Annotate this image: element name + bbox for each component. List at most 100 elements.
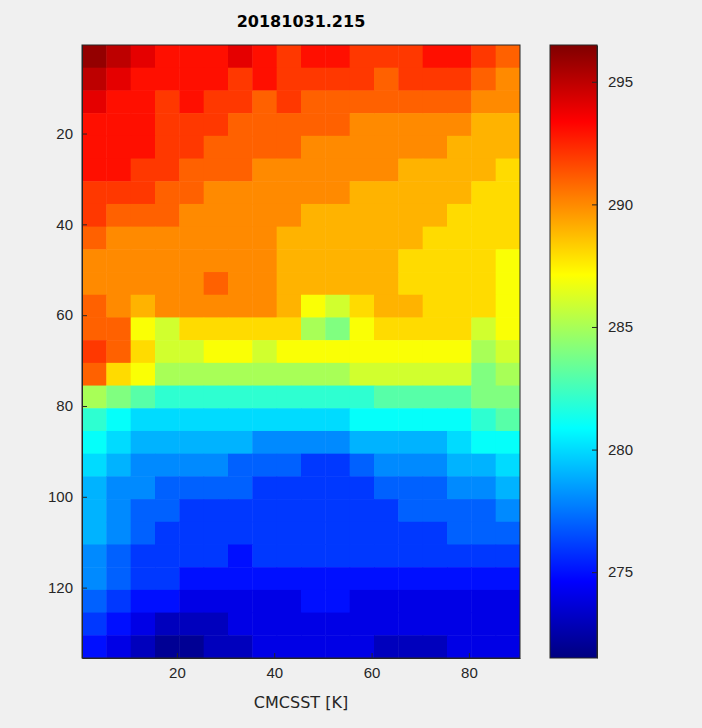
tick-mark bbox=[82, 406, 87, 407]
cell bbox=[301, 159, 326, 182]
cell bbox=[350, 454, 375, 477]
cell bbox=[155, 408, 180, 431]
cell bbox=[252, 522, 277, 545]
cell bbox=[252, 408, 277, 431]
cell bbox=[131, 317, 156, 340]
axis-line bbox=[83, 658, 521, 659]
tick-label: 285 bbox=[608, 318, 633, 335]
cell bbox=[179, 522, 204, 545]
cell bbox=[252, 340, 277, 363]
tick: 290 bbox=[592, 196, 633, 213]
tick: 80 bbox=[56, 397, 87, 414]
cell bbox=[155, 499, 180, 522]
cell bbox=[228, 613, 253, 636]
cell bbox=[471, 386, 496, 409]
cell bbox=[301, 113, 326, 136]
cell bbox=[471, 90, 496, 113]
tick: 80 bbox=[461, 653, 478, 681]
cell bbox=[496, 249, 520, 272]
cell bbox=[82, 635, 107, 658]
cell bbox=[106, 590, 131, 613]
cell bbox=[106, 408, 131, 431]
cell bbox=[374, 136, 399, 159]
cell bbox=[106, 635, 131, 658]
cell bbox=[398, 45, 423, 68]
cell bbox=[179, 204, 204, 227]
cell bbox=[398, 522, 423, 545]
cell bbox=[252, 317, 277, 340]
cell bbox=[179, 136, 204, 159]
cell bbox=[228, 113, 253, 136]
cell bbox=[350, 635, 375, 658]
cell bbox=[106, 204, 131, 227]
cell bbox=[423, 136, 448, 159]
cell bbox=[350, 522, 375, 545]
cell bbox=[325, 431, 350, 454]
cell bbox=[252, 204, 277, 227]
cell bbox=[374, 317, 399, 340]
cell bbox=[106, 113, 131, 136]
cell bbox=[447, 159, 472, 182]
cell bbox=[252, 613, 277, 636]
cell bbox=[155, 386, 180, 409]
cell bbox=[252, 476, 277, 499]
cell bbox=[496, 136, 520, 159]
cell bbox=[179, 363, 204, 386]
cell bbox=[423, 68, 448, 91]
tick-mark bbox=[592, 572, 597, 573]
cell bbox=[252, 90, 277, 113]
cell bbox=[423, 113, 448, 136]
cell bbox=[228, 272, 253, 295]
cell bbox=[277, 590, 302, 613]
cell bbox=[447, 408, 472, 431]
cell bbox=[398, 181, 423, 204]
cell bbox=[423, 635, 448, 658]
cell bbox=[423, 499, 448, 522]
cell bbox=[204, 68, 229, 91]
cell bbox=[471, 45, 496, 68]
cell bbox=[471, 544, 496, 567]
cell bbox=[204, 113, 229, 136]
cell bbox=[106, 567, 131, 590]
cell bbox=[374, 431, 399, 454]
cell bbox=[131, 476, 156, 499]
cell bbox=[423, 408, 448, 431]
cell bbox=[471, 567, 496, 590]
cell bbox=[204, 544, 229, 567]
cell bbox=[471, 522, 496, 545]
cell bbox=[301, 317, 326, 340]
cell bbox=[131, 204, 156, 227]
cell bbox=[374, 204, 399, 227]
cell bbox=[398, 590, 423, 613]
tick: 280 bbox=[592, 441, 633, 458]
cell bbox=[398, 567, 423, 590]
cell bbox=[106, 522, 131, 545]
colorbar bbox=[550, 45, 597, 658]
cell bbox=[325, 272, 350, 295]
cell bbox=[82, 544, 107, 567]
cell bbox=[301, 522, 326, 545]
cell bbox=[496, 386, 520, 409]
cell bbox=[325, 249, 350, 272]
cell bbox=[131, 45, 156, 68]
cell bbox=[277, 431, 302, 454]
cell bbox=[325, 590, 350, 613]
cell bbox=[398, 613, 423, 636]
tick: 100 bbox=[48, 488, 87, 505]
cell bbox=[106, 544, 131, 567]
cell bbox=[325, 499, 350, 522]
cell bbox=[447, 522, 472, 545]
cell bbox=[252, 499, 277, 522]
cell bbox=[131, 522, 156, 545]
cell bbox=[277, 317, 302, 340]
cell bbox=[179, 45, 204, 68]
cell bbox=[496, 613, 520, 636]
cell bbox=[374, 363, 399, 386]
cell bbox=[179, 181, 204, 204]
cell bbox=[471, 454, 496, 477]
cell bbox=[155, 227, 180, 250]
cell bbox=[423, 386, 448, 409]
tick-label: 40 bbox=[56, 216, 73, 233]
cell bbox=[204, 590, 229, 613]
cell bbox=[423, 613, 448, 636]
